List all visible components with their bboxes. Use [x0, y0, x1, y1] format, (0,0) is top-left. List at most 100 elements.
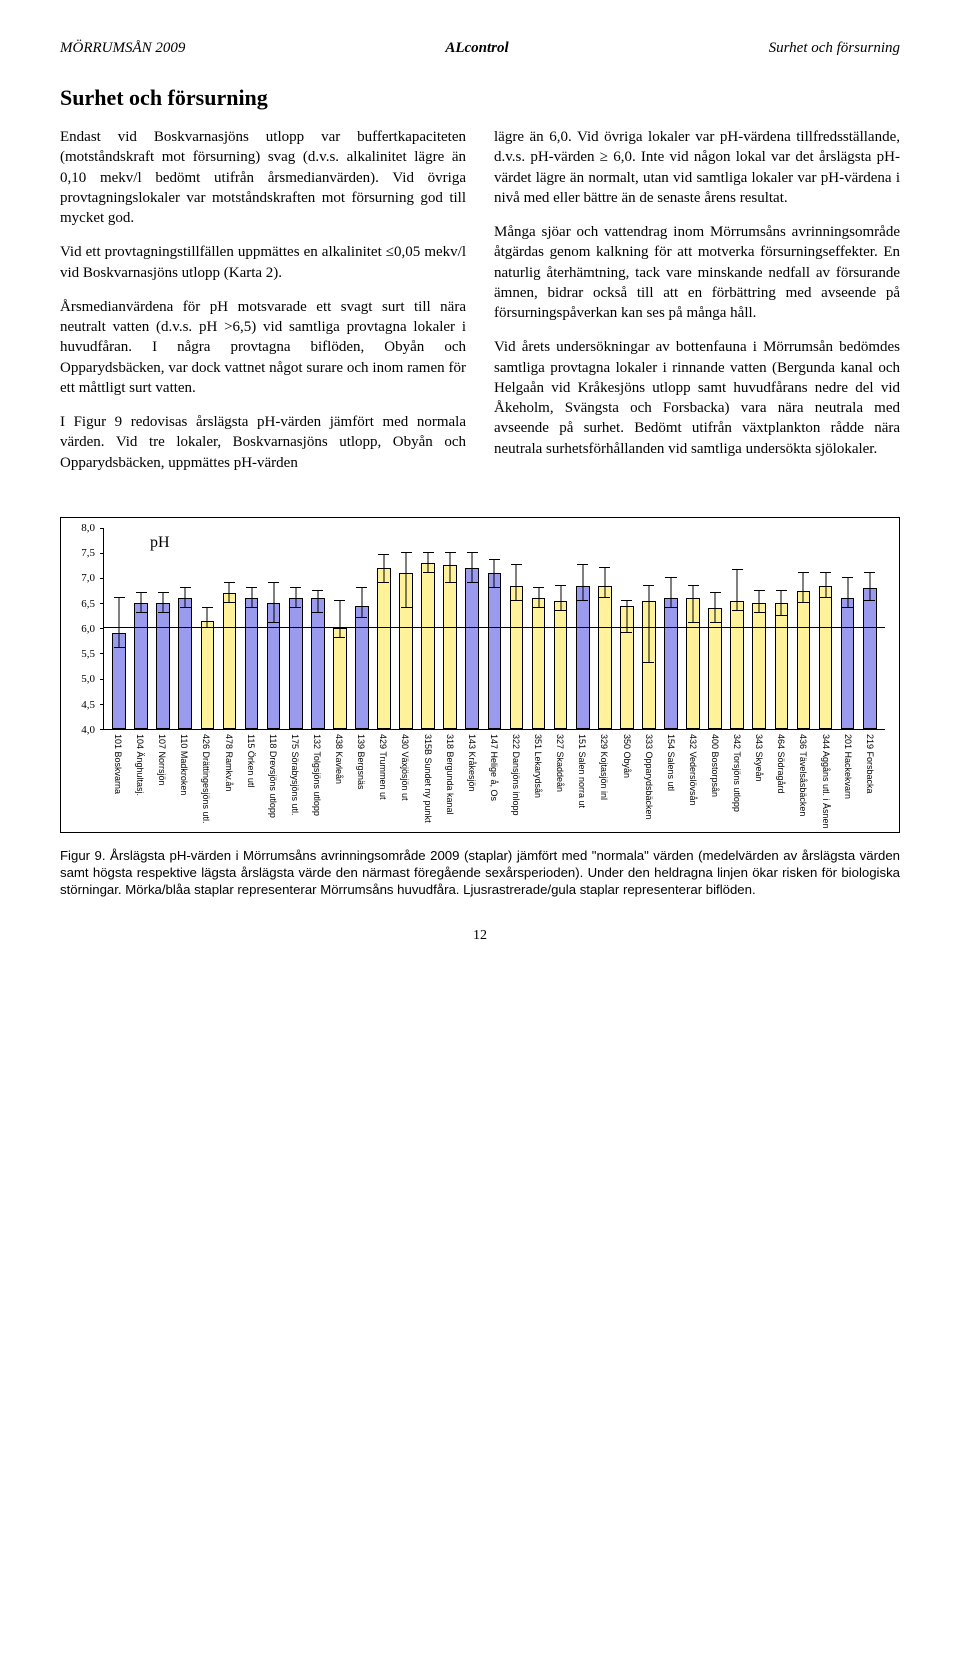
bar: [134, 603, 148, 729]
bar-slot: [218, 528, 240, 729]
whisker-cap-bottom: [776, 615, 787, 616]
bar-slot: [726, 528, 748, 729]
bar-slot: [572, 528, 594, 729]
bar-slot: [285, 528, 307, 729]
whisker-cap-bottom: [312, 612, 323, 613]
error-whisker: [715, 593, 716, 623]
error-whisker: [383, 555, 384, 583]
whisker-cap-top: [136, 592, 147, 593]
bar-slot: [196, 528, 218, 729]
bars-layer: [104, 528, 885, 729]
bar-slot: [417, 528, 439, 729]
bar: [333, 628, 347, 729]
bar-slot: [174, 528, 196, 729]
header-right: Surhet och försurning: [769, 40, 900, 57]
para: Endast vid Boskvarnasjöns utlopp var buf…: [60, 127, 466, 228]
bar-slot: [550, 528, 572, 729]
y-tick-label: 8,0: [81, 522, 95, 534]
x-tick-label: 329 Kojtasjön inl: [593, 732, 615, 828]
error-whisker: [781, 591, 782, 616]
whisker-cap-top: [511, 564, 522, 565]
y-axis-labels: 4,04,55,05,56,06,57,07,58,0: [69, 528, 99, 730]
error-whisker: [869, 573, 870, 601]
bar: [156, 603, 170, 729]
whisker-cap-top: [533, 587, 544, 588]
x-tick-label: 201 Hackekvarn: [837, 732, 859, 828]
whisker-cap-top: [665, 577, 676, 578]
whisker-cap-bottom: [334, 637, 345, 638]
right-column: lägre än 6,0. Vid övriga lokaler var pH-…: [494, 127, 900, 487]
header-left: MÖRRUMSÅN 2009: [60, 40, 185, 57]
whisker-cap-top: [445, 552, 456, 553]
bar-slot: [527, 528, 549, 729]
whisker-cap-top: [467, 552, 478, 553]
x-tick-label: 333 Opparydsbäcken: [638, 732, 660, 828]
bar-slot: [461, 528, 483, 729]
para: I Figur 9 redovisas årslägsta pH-värden …: [60, 412, 466, 473]
body-columns: Endast vid Boskvarnasjöns utlopp var buf…: [60, 127, 900, 487]
left-column: Endast vid Boskvarnasjöns utlopp var buf…: [60, 127, 466, 487]
section-title: Surhet och försurning: [60, 85, 900, 111]
x-tick-label: 318 Bergunda kanal: [439, 732, 461, 828]
whisker-cap-bottom: [401, 607, 412, 608]
y-tick-label: 4,5: [81, 699, 95, 711]
bar-slot: [395, 528, 417, 729]
whisker-cap-top: [754, 590, 765, 591]
x-tick-label: 118 Drevsjöns utlopp: [262, 732, 284, 828]
x-tick-label: 426 Drättingesjöns utl.: [195, 732, 217, 828]
whisker-cap-bottom: [599, 597, 610, 598]
bar: [465, 568, 479, 729]
error-whisker: [825, 573, 826, 598]
whisker-cap-bottom: [224, 602, 235, 603]
error-whisker: [229, 583, 230, 603]
whisker-cap-top: [401, 552, 412, 553]
x-tick-label: 147 Helige å, Os: [483, 732, 505, 828]
x-tick-label: 342 Torsjöns utlopp: [726, 732, 748, 828]
whisker-cap-top: [688, 585, 699, 586]
para: Årsmedianvärdena för pH motsvarade ett s…: [60, 297, 466, 398]
bar-slot: [594, 528, 616, 729]
x-tick-label: 101 Boskvarna: [107, 732, 129, 828]
whisker-cap-top: [621, 600, 632, 601]
x-tick-label: 430 Växjösjön ut: [394, 732, 416, 828]
whisker-cap-bottom: [489, 587, 500, 588]
whisker-cap-bottom: [688, 622, 699, 623]
threshold-line: [104, 627, 885, 628]
bar: [554, 601, 568, 729]
bar-slot: [682, 528, 704, 729]
whisker-cap-bottom: [555, 610, 566, 611]
whisker-cap-top: [643, 585, 654, 586]
whisker-cap-bottom: [864, 600, 875, 601]
error-whisker: [803, 573, 804, 603]
bar: [289, 598, 303, 729]
whisker-cap-bottom: [445, 582, 456, 583]
x-tick-label: 464 Södragård: [770, 732, 792, 828]
bar-slot: [108, 528, 130, 729]
x-tick-label: 400 Bostorpsån: [704, 732, 726, 828]
error-whisker: [538, 588, 539, 608]
x-tick-label: 350 Obyån: [616, 732, 638, 828]
plot-area: pH: [103, 528, 885, 730]
bar-slot: [329, 528, 351, 729]
whisker-cap-bottom: [842, 607, 853, 608]
bar: [355, 606, 369, 729]
bar-slot: [307, 528, 329, 729]
error-whisker: [472, 553, 473, 583]
error-whisker: [693, 586, 694, 624]
whisker-cap-top: [114, 597, 125, 598]
ph-chart: 4,04,55,05,56,06,57,07,58,0 pH 101 Boskv…: [103, 528, 885, 828]
x-tick-label: 132 Tolgsjöns utlopp: [306, 732, 328, 828]
whisker-cap-bottom: [290, 607, 301, 608]
whisker-cap-top: [599, 567, 610, 568]
bar-slot: [263, 528, 285, 729]
error-whisker: [648, 586, 649, 664]
x-tick-label: 115 Örken utl: [240, 732, 262, 828]
x-tick-label: 151 Salen norra ut: [571, 732, 593, 828]
whisker-cap-top: [180, 587, 191, 588]
bar: [510, 586, 524, 729]
whisker-cap-top: [334, 600, 345, 601]
error-whisker: [273, 583, 274, 623]
whisker-cap-top: [577, 564, 588, 565]
bar: [443, 565, 457, 728]
whisker-cap-top: [224, 582, 235, 583]
